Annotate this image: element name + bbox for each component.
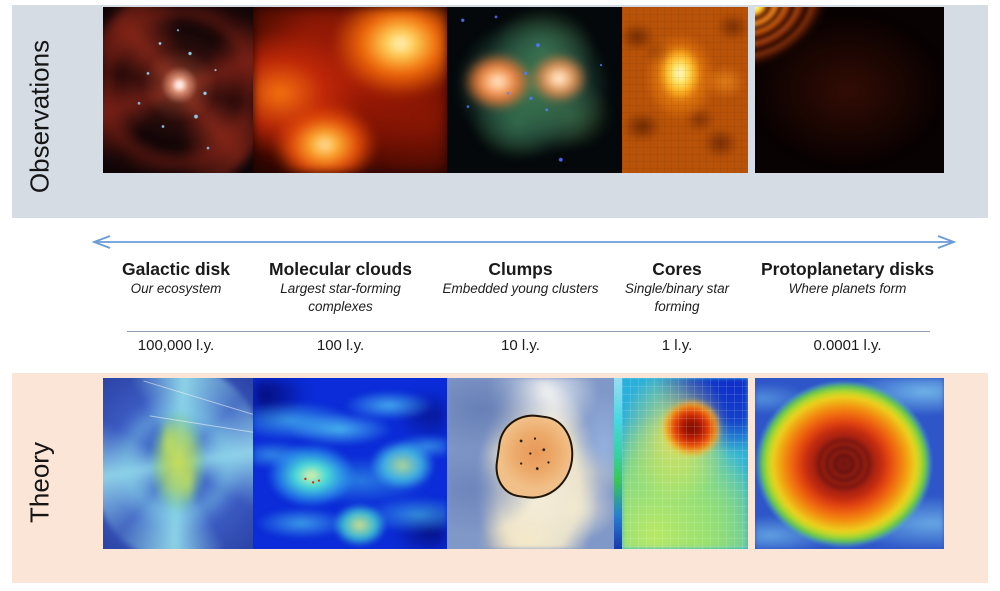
scale-separator-line: [127, 331, 930, 332]
sim-cloud-sink-particles-art: [253, 378, 447, 549]
scale-value-galactic-disk: 100,000 l.y.: [137, 337, 215, 354]
observation-image-molecular-clouds: [253, 7, 447, 173]
column-subtitle: Embedded young clusters: [442, 281, 599, 296]
column-clumps: Clumps Embedded young clusters: [433, 258, 608, 298]
galaxy-star-speckles-art: [103, 7, 253, 173]
column-title: Molecular clouds: [269, 259, 412, 279]
column-galactic-disk: Galactic disk Our ecosystem: [101, 258, 251, 298]
column-title: Galactic disk: [122, 259, 230, 279]
core-pixel-grid-art: [622, 7, 748, 173]
observations-label: Observations: [24, 39, 55, 194]
column-subtitle: Where planets form: [788, 281, 907, 296]
scale-value-protoplanetary-disks: 0.0001 l.y.: [813, 337, 882, 354]
column-subtitle: Single/binary star forming: [624, 281, 730, 314]
theory-label: Theory: [24, 442, 55, 523]
nebula-bright-knots-art: [253, 7, 447, 173]
column-title: Clumps: [488, 259, 553, 279]
scale-value-molecular-clouds: 100 l.y.: [316, 337, 365, 354]
column-cores: Cores Single/binary star forming: [602, 258, 752, 315]
column-title: Cores: [652, 259, 702, 279]
observation-image-cores: [622, 7, 748, 173]
sim-disk-rings-art: [755, 379, 933, 548]
colorbar: [614, 378, 622, 549]
column-molecular-clouds: Molecular clouds Largest star-forming co…: [253, 258, 428, 315]
sim-core-grid-art: [622, 378, 748, 549]
theory-image-galactic-disk: [103, 378, 253, 549]
core-blob-art: [622, 7, 748, 173]
theory-image-clumps: [447, 378, 622, 549]
scale-value-clumps: 10 l.y.: [501, 337, 540, 354]
theory-image-protoplanetary-disk: [755, 378, 944, 549]
scale-value-cores: 1 l.y.: [661, 337, 693, 354]
theory-image-molecular-clouds: [253, 378, 447, 549]
blue-star-dots-art: [447, 7, 622, 173]
observation-image-protoplanetary-disk: [755, 7, 944, 173]
column-subtitle: Our ecosystem: [130, 281, 222, 296]
column-subtitle: Largest star-forming complexes: [280, 281, 401, 314]
observation-image-clumps: [447, 7, 622, 173]
column-protoplanetary-disks: Protoplanetary disks Where planets form: [740, 258, 955, 298]
scale-axis-arrow: [91, 235, 957, 249]
sim-galaxy-bar-art: [103, 378, 253, 549]
theory-image-cores: [622, 378, 748, 549]
observation-image-galactic-disk: [103, 7, 253, 173]
column-title: Protoplanetary disks: [760, 259, 935, 279]
